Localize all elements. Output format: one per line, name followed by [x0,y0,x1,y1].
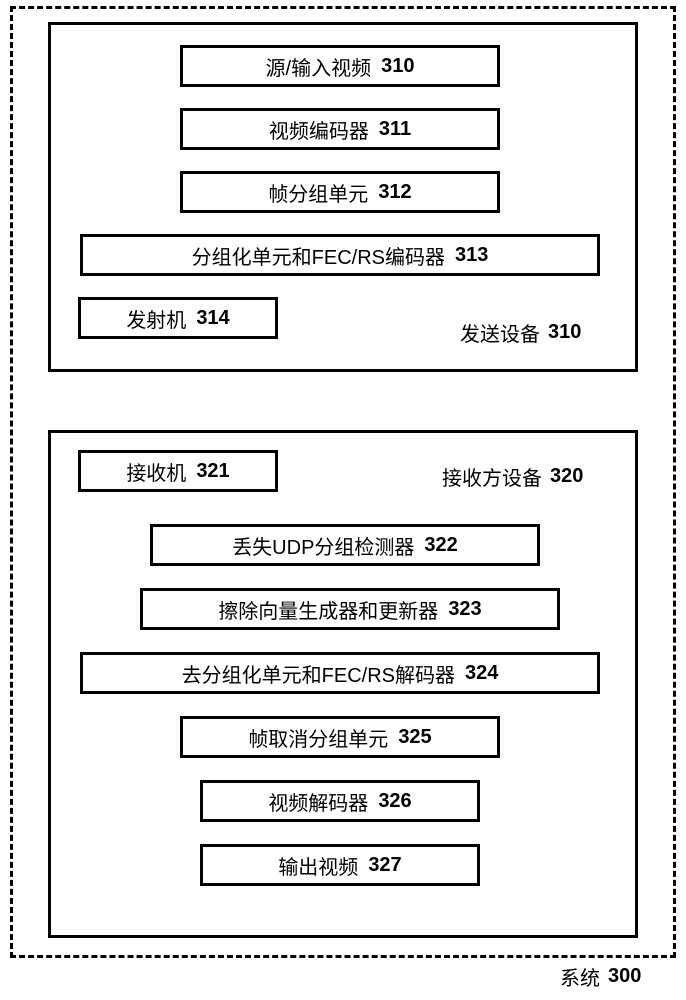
sender-title-text: 发送设备 [460,318,540,347]
receiver-box-1: 丢失UDP分组检测器 322 [150,524,540,566]
receiver-title-num: 320 [550,465,583,488]
sender-num-4: 314 [196,307,229,330]
sender-num-2: 312 [378,181,411,204]
sender-num-3: 313 [455,244,488,267]
receiver-box-4: 帧取消分组单元 325 [180,716,500,758]
sender-text-2: 帧分组单元 [268,178,368,207]
receiver-row-1: 丢失UDP分组检测器 322 [232,531,458,560]
receiver-text-6: 输出视频 [278,851,358,880]
sender-box-3: 分组化单元和FEC/RS编码器 313 [80,234,600,276]
receiver-num-3: 324 [465,662,498,685]
receiver-box-3: 去分组化单元和FEC/RS解码器 324 [80,652,600,694]
sender-text-3: 分组化单元和FEC/RS编码器 [192,241,445,270]
system-num: 300 [608,965,641,988]
receiver-box-0: 接收机 321 [78,450,278,492]
sender-row-1: 视频编码器 311 [269,115,411,144]
receiver-row-5: 视频解码器 326 [268,787,411,816]
sender-title: 发送设备 310 [460,318,581,347]
sender-num-0: 310 [381,55,414,78]
sender-box-1: 视频编码器 311 [180,108,500,150]
sender-row-0: 源/输入视频 310 [266,52,415,81]
sender-row-2: 帧分组单元 312 [268,178,411,207]
sender-box-0: 源/输入视频 310 [180,45,500,87]
receiver-num-4: 325 [398,726,431,749]
receiver-num-5: 326 [378,790,411,813]
receiver-text-2: 擦除向量生成器和更新器 [218,595,438,624]
receiver-num-0: 321 [196,460,229,483]
system-label: 系统 300 [560,962,641,991]
receiver-text-3: 去分组化单元和FEC/RS解码器 [182,659,455,688]
receiver-box-6: 输出视频 327 [200,844,480,886]
receiver-row-4: 帧取消分组单元 325 [248,723,431,752]
system-text: 系统 [560,962,600,991]
sender-text-1: 视频编码器 [269,115,369,144]
receiver-box-2: 擦除向量生成器和更新器 323 [140,588,560,630]
sender-num-1: 311 [379,118,411,141]
receiver-num-6: 327 [368,854,401,877]
receiver-title: 接收方设备 320 [442,462,583,491]
receiver-text-1: 丢失UDP分组检测器 [232,531,414,560]
receiver-text-0: 接收机 [126,457,186,486]
receiver-num-1: 322 [424,534,457,557]
receiver-row-2: 擦除向量生成器和更新器 323 [218,595,481,624]
receiver-row-6: 输出视频 327 [278,851,401,880]
receiver-text-4: 帧取消分组单元 [248,723,388,752]
sender-box-4: 发射机 314 [78,297,278,339]
sender-title-num: 310 [548,321,581,344]
receiver-num-2: 323 [448,598,481,621]
receiver-title-text: 接收方设备 [442,462,542,491]
receiver-text-5: 视频解码器 [268,787,368,816]
sender-row-3: 分组化单元和FEC/RS编码器 313 [192,241,489,270]
sender-text-0: 源/输入视频 [266,52,372,81]
receiver-row-0: 接收机 321 [126,457,229,486]
sender-row-4: 发射机 314 [126,304,229,333]
sender-text-4: 发射机 [126,304,186,333]
receiver-box-5: 视频解码器 326 [200,780,480,822]
receiver-row-3: 去分组化单元和FEC/RS解码器 324 [182,659,499,688]
sender-box-2: 帧分组单元 312 [180,171,500,213]
